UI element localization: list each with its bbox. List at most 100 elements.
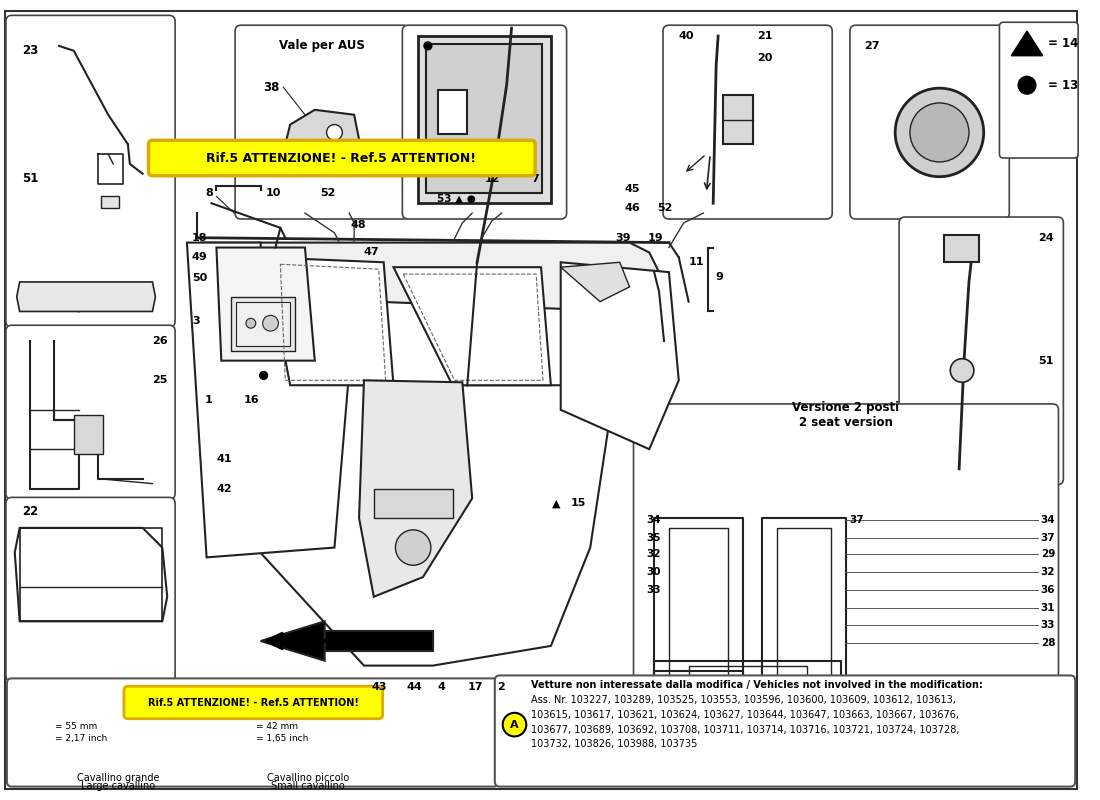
Circle shape [424,42,432,50]
Text: 29: 29 [1041,550,1055,559]
FancyBboxPatch shape [850,26,1010,219]
Text: 30: 30 [647,567,661,577]
FancyBboxPatch shape [899,217,1064,485]
Text: = 1,65 inch: = 1,65 inch [256,734,308,743]
Text: Cavallino grande: Cavallino grande [77,773,160,782]
Bar [723,95,752,144]
Text: 48: 48 [350,220,366,230]
Circle shape [895,88,983,177]
Text: 2: 2 [497,682,505,692]
Text: 103615, 103617, 103621, 103624, 103627, 103644, 103647, 103663, 103667, 103676,: 103615, 103617, 103621, 103624, 103627, … [531,710,959,720]
Text: dachieturre: dachieturre [267,399,815,480]
Text: Vetture non interessate dalla modifica / Vehicles not involved in the modificati: Vetture non interessate dalla modifica /… [531,680,983,690]
Text: ▲: ▲ [551,498,560,508]
Text: 37: 37 [849,515,864,525]
Text: 3: 3 [191,316,199,326]
Polygon shape [217,247,315,361]
Text: 43: 43 [372,682,387,692]
FancyBboxPatch shape [634,404,1058,706]
Text: 11: 11 [689,258,704,267]
Text: Versione 2 posti
2 seat version: Versione 2 posti 2 seat version [792,401,900,429]
Text: 40: 40 [679,31,694,41]
FancyBboxPatch shape [235,26,409,219]
Text: = 2,17 inch: = 2,17 inch [55,734,108,743]
FancyBboxPatch shape [495,675,1075,786]
Bar [374,489,452,518]
Text: 51: 51 [22,172,38,185]
Text: 8: 8 [206,189,213,198]
Circle shape [395,530,431,566]
Polygon shape [201,242,669,311]
Polygon shape [1011,31,1043,56]
Circle shape [950,358,974,382]
FancyBboxPatch shape [1000,22,1078,158]
Polygon shape [256,386,615,666]
Text: 51: 51 [1037,356,1053,366]
Polygon shape [561,262,629,302]
FancyBboxPatch shape [6,15,175,327]
Text: Small cavallino: Small cavallino [271,781,344,790]
Text: 32: 32 [647,550,661,559]
Text: 5: 5 [382,154,389,164]
Circle shape [260,371,267,379]
Text: A: A [510,720,519,730]
Text: 36: 36 [1041,585,1055,595]
Text: 32: 32 [1041,567,1055,577]
Text: 33: 33 [1041,620,1055,630]
Text: 47: 47 [364,247,380,258]
Text: 41: 41 [217,454,232,464]
FancyBboxPatch shape [403,26,566,219]
Text: 12: 12 [485,174,501,184]
Text: 33: 33 [647,585,661,595]
Polygon shape [187,242,349,558]
Circle shape [263,315,278,331]
Polygon shape [561,262,679,449]
Text: Large cavallino: Large cavallino [81,781,155,790]
Text: Ass. Nr. 103227, 103289, 103525, 103553, 103596, 103600, 103609, 103612, 103613,: Ass. Nr. 103227, 103289, 103525, 103553,… [531,695,956,705]
Bar [945,234,979,262]
Text: 20: 20 [758,53,773,62]
Text: 50: 50 [191,273,207,283]
FancyBboxPatch shape [663,26,833,219]
Text: 34: 34 [1041,515,1055,525]
Text: = 14: = 14 [1047,38,1078,50]
Text: 19: 19 [647,233,663,242]
Polygon shape [394,267,551,386]
Text: 6: 6 [351,166,359,177]
Text: 42: 42 [217,483,232,494]
Text: Cavallino piccolo: Cavallino piccolo [267,773,349,782]
Circle shape [503,713,526,737]
Text: = 42 mm: = 42 mm [256,722,298,731]
Text: 35: 35 [647,533,661,542]
Polygon shape [14,528,167,622]
Text: 45: 45 [625,183,640,194]
Bar [231,297,295,351]
FancyBboxPatch shape [6,498,175,682]
Text: 39: 39 [616,233,631,242]
Text: 103732, 103826, 103988, 103735: 103732, 103826, 103988, 103735 [531,739,697,750]
Text: = 55 mm: = 55 mm [55,722,97,731]
Text: 21: 21 [758,31,773,41]
Circle shape [327,125,342,140]
Text: 49: 49 [191,252,208,262]
Text: professione: professione [229,325,854,417]
FancyBboxPatch shape [7,678,498,786]
Text: 17: 17 [468,682,483,692]
Bar [426,44,542,194]
Text: 10: 10 [265,189,280,198]
Text: 52: 52 [320,189,336,198]
Text: 28: 28 [1041,638,1055,648]
FancyBboxPatch shape [6,326,175,499]
Text: 9: 9 [715,272,723,282]
Text: 1: 1 [205,395,212,405]
Text: 23: 23 [22,44,37,58]
Polygon shape [16,282,155,311]
Bar [74,414,103,454]
Circle shape [910,103,969,162]
Polygon shape [324,631,432,651]
Bar [251,717,364,776]
Text: 22: 22 [22,505,37,518]
Text: Rif.5 ATTENZIONE! - Ref.5 ATTENTION!: Rif.5 ATTENZIONE! - Ref.5 ATTENTION! [148,698,360,708]
Text: 16: 16 [244,395,260,405]
Text: 103677, 103689, 103692, 103708, 103711, 103714, 103716, 103721, 103724, 103728,: 103677, 103689, 103692, 103708, 103711, … [531,725,959,734]
